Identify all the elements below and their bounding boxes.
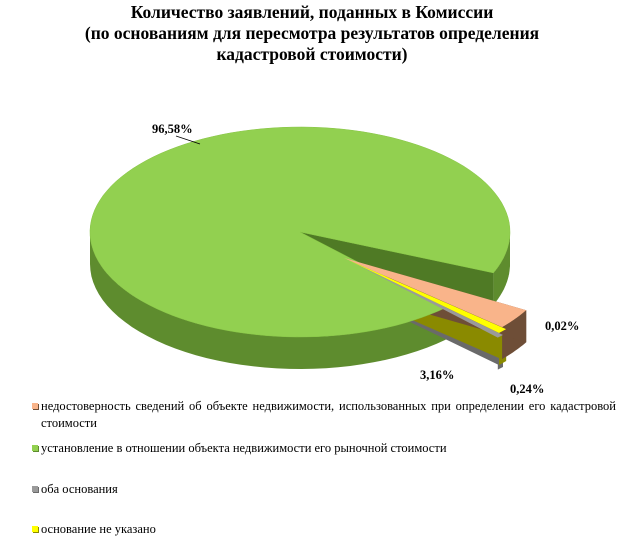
legend-key-market-value [32, 445, 38, 451]
label-unreliable-data: 3,16% [420, 368, 454, 382]
pie-chart: 3,16% 96,58% 0,02% 0,24% [89, 122, 579, 396]
data-labels: 3,16% 96,58% 0,02% 0,24% [152, 122, 579, 396]
legend-item-unreliable-data: недостоверность сведений об объекте недв… [32, 398, 616, 432]
slice-tops [89, 126, 527, 338]
label-not-specified: 0,24% [510, 382, 544, 396]
legend-label-both-grounds: оба основания [41, 482, 118, 496]
chart-title: Количество заявлений, поданных в Комисси… [0, 2, 624, 65]
chart-title-line-1: Количество заявлений, поданных в Комисси… [130, 2, 494, 22]
label-both-grounds: 0,02% [545, 319, 579, 333]
slice-green-side [90, 232, 510, 369]
legend-key-unreliable-data [32, 403, 38, 409]
legend-label-not-specified: основание не указано [41, 522, 156, 536]
legend-label-unreliable-data: недостоверность сведений об объекте недв… [41, 399, 616, 430]
legend-item-both-grounds: оба основания [32, 481, 616, 498]
legend-item-not-specified: основание не указано [32, 521, 616, 538]
slice-market-value-top [89, 126, 511, 338]
slice-market-value-cut [300, 232, 494, 305]
label-market-value-leader [175, 135, 201, 145]
label-market-value: 96,58% [152, 122, 193, 136]
slice-market-value-wall-0 [90, 232, 446, 369]
legend-label-market-value: установление в отношении объекта недвижи… [41, 441, 447, 455]
legend-item-market-value: установление в отношении объекта недвижи… [32, 440, 616, 457]
legend-key-both-grounds [32, 486, 38, 492]
slice-both-grounds-top [352, 262, 503, 338]
chart-title-line-3: кадастровой стоимости) [216, 44, 408, 64]
slice-unreliable-data-top [344, 258, 527, 328]
chart-title-line-2: (по основаниям для пересмотра результато… [84, 23, 540, 43]
legend-key-not-specified [32, 526, 38, 532]
slice-market-value-wall-1 [493, 232, 510, 305]
slice-not-specified-top [348, 260, 507, 333]
